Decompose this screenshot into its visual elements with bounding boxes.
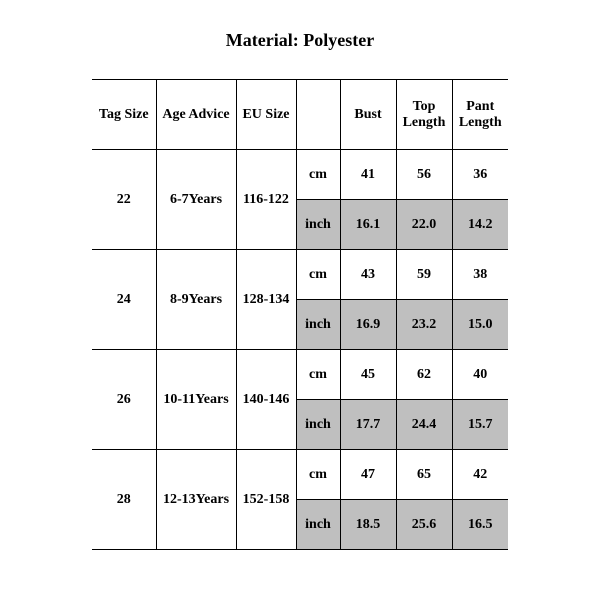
cell-pant: 36 xyxy=(452,150,508,200)
cell-bust: 17.7 xyxy=(340,400,396,450)
cell-tag: 28 xyxy=(92,450,156,550)
col-tag-size: Tag Size xyxy=(92,80,156,150)
cell-bust: 16.1 xyxy=(340,200,396,250)
cell-bust: 16.9 xyxy=(340,300,396,350)
cell-top: 59 xyxy=(396,250,452,300)
table-row: 22 6-7Years 116-122 cm 41 56 36 xyxy=(92,150,508,200)
cell-pant: 14.2 xyxy=(452,200,508,250)
col-pant-length: Pant Length xyxy=(452,80,508,150)
cell-unit-inch: inch xyxy=(296,200,340,250)
cell-top: 62 xyxy=(396,350,452,400)
col-unit xyxy=(296,80,340,150)
cell-tag: 26 xyxy=(92,350,156,450)
cell-bust: 43 xyxy=(340,250,396,300)
cell-tag: 22 xyxy=(92,150,156,250)
table-row: 24 8-9Years 128-134 cm 43 59 38 xyxy=(92,250,508,300)
cell-top: 25.6 xyxy=(396,500,452,550)
cell-bust: 18.5 xyxy=(340,500,396,550)
cell-bust: 45 xyxy=(340,350,396,400)
size-chart-page: Material: Polyester Tag Size Age Advice … xyxy=(0,0,600,600)
cell-pant: 42 xyxy=(452,450,508,500)
col-age-advice: Age Advice xyxy=(156,80,236,150)
cell-eu: 116-122 xyxy=(236,150,296,250)
cell-top: 24.4 xyxy=(396,400,452,450)
cell-top: 56 xyxy=(396,150,452,200)
cell-pant: 40 xyxy=(452,350,508,400)
cell-age: 12-13Years xyxy=(156,450,236,550)
cell-eu: 128-134 xyxy=(236,250,296,350)
cell-unit-inch: inch xyxy=(296,400,340,450)
cell-unit-cm: cm xyxy=(296,250,340,300)
cell-top: 65 xyxy=(396,450,452,500)
col-bust: Bust xyxy=(340,80,396,150)
cell-eu: 140-146 xyxy=(236,350,296,450)
cell-pant: 38 xyxy=(452,250,508,300)
cell-unit-cm: cm xyxy=(296,450,340,500)
cell-pant: 15.0 xyxy=(452,300,508,350)
cell-tag: 24 xyxy=(92,250,156,350)
table-row: 28 12-13Years 152-158 cm 47 65 42 xyxy=(92,450,508,500)
cell-age: 10-11Years xyxy=(156,350,236,450)
cell-top: 23.2 xyxy=(396,300,452,350)
cell-age: 6-7Years xyxy=(156,150,236,250)
cell-age: 8-9Years xyxy=(156,250,236,350)
cell-bust: 47 xyxy=(340,450,396,500)
size-table: Tag Size Age Advice EU Size Bust Top Len… xyxy=(92,79,508,550)
cell-unit-inch: inch xyxy=(296,300,340,350)
cell-unit-inch: inch xyxy=(296,500,340,550)
cell-unit-cm: cm xyxy=(296,350,340,400)
table-row: 26 10-11Years 140-146 cm 45 62 40 xyxy=(92,350,508,400)
page-title: Material: Polyester xyxy=(0,30,600,51)
col-top-length: Top Length xyxy=(396,80,452,150)
cell-top: 22.0 xyxy=(396,200,452,250)
cell-pant: 15.7 xyxy=(452,400,508,450)
cell-pant: 16.5 xyxy=(452,500,508,550)
cell-eu: 152-158 xyxy=(236,450,296,550)
table-header-row: Tag Size Age Advice EU Size Bust Top Len… xyxy=(92,80,508,150)
cell-unit-cm: cm xyxy=(296,150,340,200)
col-eu-size: EU Size xyxy=(236,80,296,150)
cell-bust: 41 xyxy=(340,150,396,200)
